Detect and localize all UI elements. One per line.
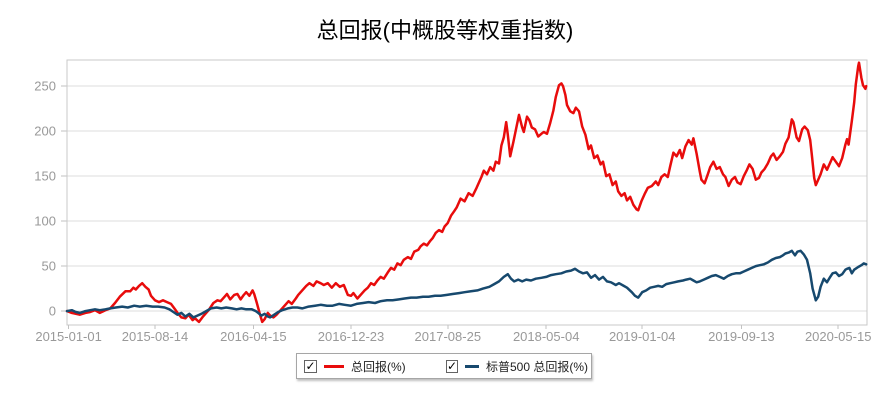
legend-label-total-return: 总回报(%) <box>351 359 406 374</box>
x-tick-label: 2020-05-15 <box>805 329 872 344</box>
series-swatch-sp500 <box>465 364 479 368</box>
y-tick-label: 100 <box>34 214 56 229</box>
x-tick-label: 2016-12-23 <box>318 329 385 344</box>
legend: ✓ 总回报(%) ✓ 标普500 总回报(%) <box>296 353 592 379</box>
checkmark-icon: ✓ <box>447 359 458 373</box>
series-swatch-total-return <box>324 364 344 368</box>
y-tick-label: 50 <box>42 259 56 274</box>
legend-checkbox-sp500[interactable]: ✓ <box>446 359 459 373</box>
legend-label-sp500: 标普500 总回报(%) <box>485 359 588 374</box>
chart-title: 总回报(中概股等权重指数) <box>316 18 574 43</box>
y-tick-label: 250 <box>34 79 56 94</box>
legend-item-total-return[interactable]: ✓ 总回报(%) <box>304 358 446 375</box>
legend-checkbox-total-return[interactable]: ✓ <box>304 359 317 373</box>
y-tick-label: 150 <box>34 169 56 184</box>
plot-border <box>66 59 868 326</box>
y-tick-label: 0 <box>49 304 56 319</box>
series-line-0 <box>65 61 868 324</box>
x-tick-label: 2019-01-04 <box>609 329 676 344</box>
x-tick-label: 2018-05-04 <box>513 329 580 344</box>
series-line-1 <box>65 249 868 319</box>
x-tick-label: 2017-08-25 <box>415 329 482 344</box>
y-tick-label: 200 <box>34 124 56 139</box>
legend-item-sp500[interactable]: ✓ 标普500 总回报(%) <box>446 358 588 375</box>
x-tick-label: 2016-04-15 <box>220 329 287 344</box>
x-tick-label: 2015-01-01 <box>35 329 102 344</box>
x-tick-label: 2019-09-13 <box>708 329 775 344</box>
checkmark-icon: ✓ <box>305 359 316 373</box>
x-tick-label: 2015-08-14 <box>122 329 189 344</box>
